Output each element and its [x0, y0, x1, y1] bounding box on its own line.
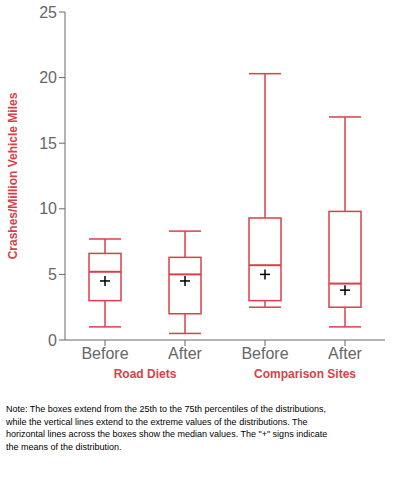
svg-text:10: 10: [39, 200, 57, 217]
svg-text:20: 20: [39, 69, 57, 86]
svg-text:0: 0: [48, 332, 57, 349]
html-text:Note: The boxes extend from th: Note: The boxes extend from the 25th to …: [6, 404, 328, 452]
svg-text:After: After: [328, 345, 362, 362]
svg-text:5: 5: [48, 266, 57, 283]
html-text:Road Diets: Road Diets: [113, 367, 177, 381]
svg-text:After: After: [168, 345, 202, 362]
html-text:Comparison Sites: Comparison Sites: [254, 367, 356, 381]
svg-text:Crashes/Million Vehicle Miles: Crashes/Million Vehicle Miles: [8, 92, 20, 259]
svg-text:Before: Before: [81, 345, 128, 362]
svg-text:25: 25: [39, 4, 57, 21]
svg-text:Before: Before: [241, 345, 288, 362]
svg-text:15: 15: [39, 135, 57, 152]
